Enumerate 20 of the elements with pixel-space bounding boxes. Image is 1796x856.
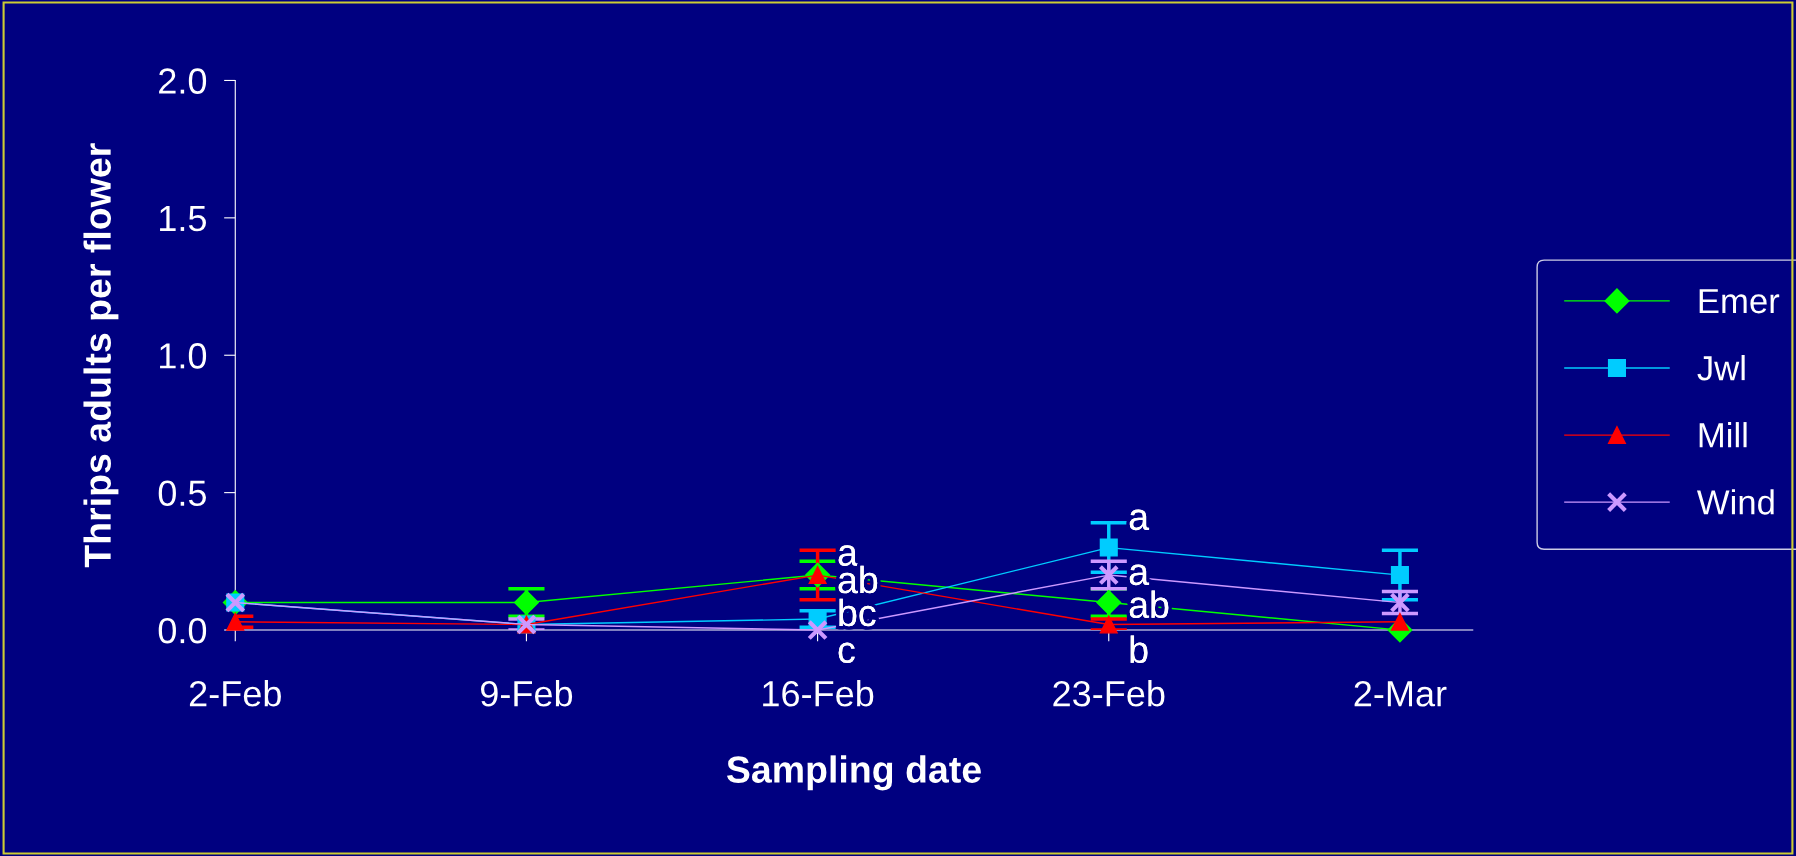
annotation: a — [838, 545, 858, 566]
y-tick-label: 2.0 — [159, 68, 207, 94]
legend-label: Jwl — [1697, 354, 1745, 381]
y-axis-title: Thrips adults per flower — [83, 143, 119, 568]
y-tick-label: 1.5 — [160, 206, 206, 232]
legend-label: Emer — [1699, 289, 1780, 314]
y-tick-label: 0.5 — [158, 480, 206, 507]
annotation: a — [1129, 509, 1150, 531]
x-tick-label: 9-Feb — [480, 680, 573, 707]
x-tick-label: 2-Mar — [1354, 680, 1447, 707]
annotation: c — [838, 642, 855, 664]
x-tick-label: 23-Feb — [1053, 680, 1165, 707]
x-tick-label: 2-Feb — [189, 680, 281, 707]
x-tick-label: 16-Feb — [763, 680, 874, 707]
y-tick-label: 1.0 — [160, 343, 207, 369]
legend-label: Wind — [1696, 489, 1774, 515]
x-axis-title: Sampling date — [726, 755, 981, 791]
annotation: b — [1130, 635, 1148, 664]
y-tick-label: 0.0 — [158, 617, 207, 644]
legend-label: Mill — [1699, 422, 1747, 448]
